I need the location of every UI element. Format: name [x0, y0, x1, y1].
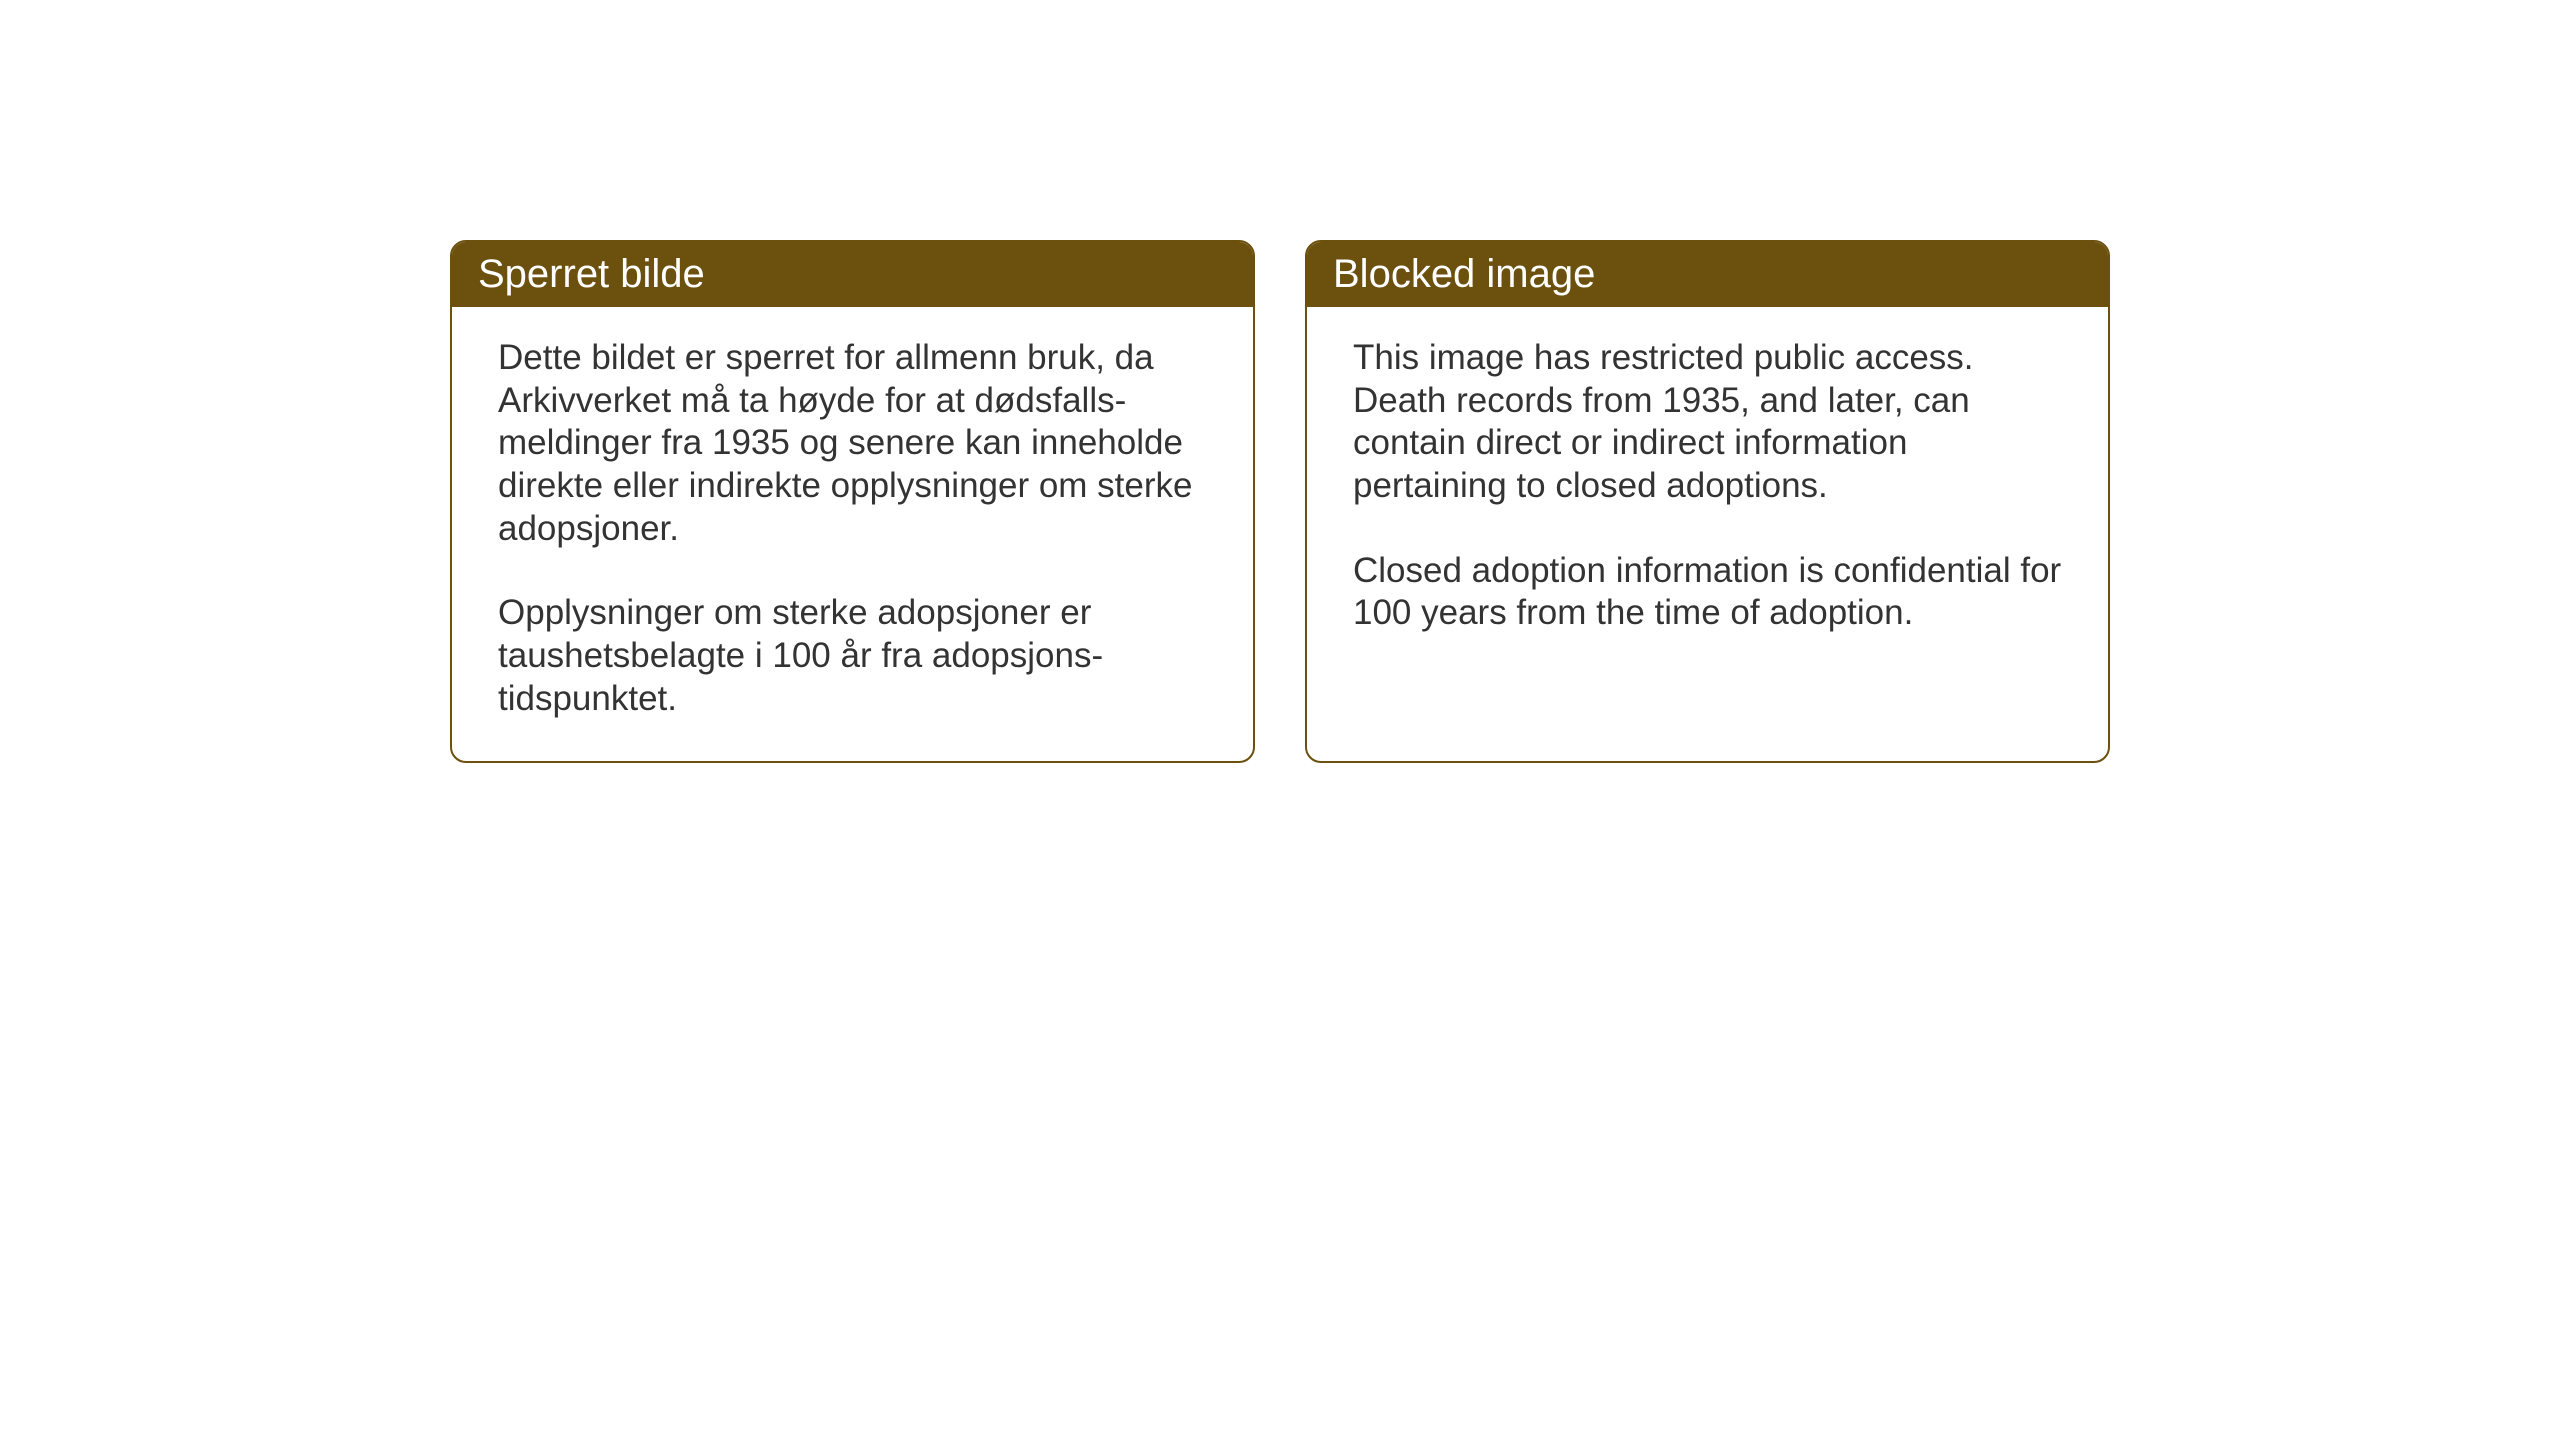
- notice-body-english: This image has restricted public access.…: [1307, 307, 2108, 727]
- notice-paragraph-1-norwegian: Dette bildet er sperret for allmenn bruk…: [498, 337, 1207, 550]
- notice-paragraph-2-english: Closed adoption information is confident…: [1353, 550, 2062, 635]
- notice-box-english: Blocked image This image has restricted …: [1305, 240, 2110, 763]
- notice-header-norwegian: Sperret bilde: [452, 242, 1253, 307]
- notice-box-norwegian: Sperret bilde Dette bildet er sperret fo…: [450, 240, 1255, 763]
- notices-container: Sperret bilde Dette bildet er sperret fo…: [450, 240, 2110, 763]
- notice-body-norwegian: Dette bildet er sperret for allmenn bruk…: [452, 307, 1253, 761]
- notice-title-norwegian: Sperret bilde: [478, 252, 705, 296]
- notice-title-english: Blocked image: [1333, 252, 1595, 296]
- notice-paragraph-1-english: This image has restricted public access.…: [1353, 337, 2062, 508]
- notice-paragraph-2-norwegian: Opplysninger om sterke adopsjoner er tau…: [498, 592, 1207, 720]
- notice-header-english: Blocked image: [1307, 242, 2108, 307]
